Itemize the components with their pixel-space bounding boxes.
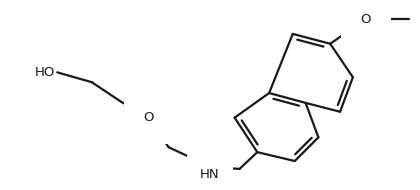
Text: O: O xyxy=(144,111,154,124)
Text: HO: HO xyxy=(35,66,55,79)
Text: HN: HN xyxy=(200,168,220,181)
Text: O: O xyxy=(360,13,371,26)
